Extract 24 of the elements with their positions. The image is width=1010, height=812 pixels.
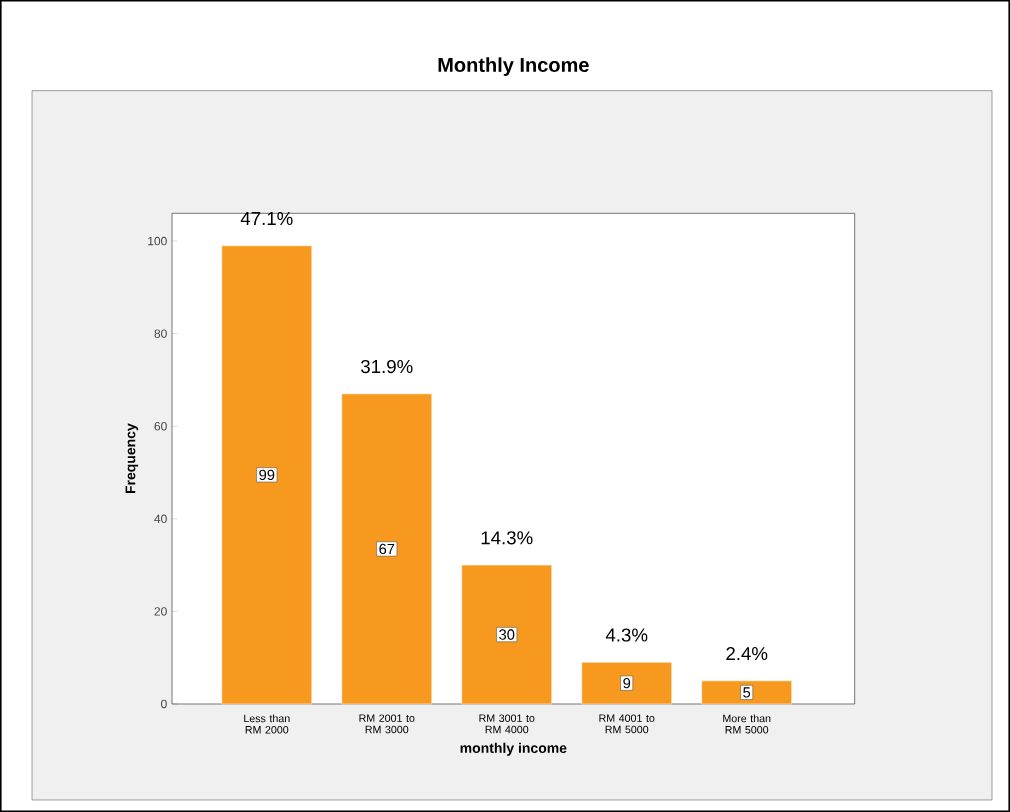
y-tick-label: 40 xyxy=(154,514,167,524)
y-tick-label: 20 xyxy=(154,607,167,616)
data-label: 30 xyxy=(499,629,515,640)
x-tick-label: RM 3001 to RM 4000 xyxy=(479,714,535,734)
chart-title: Monthly Income xyxy=(438,57,589,76)
y-tick-label: 80 xyxy=(154,329,167,338)
data-label: 9 xyxy=(623,677,631,689)
y-tick-label: 100 xyxy=(148,236,167,246)
x-tick-label: Less than RM 2000 xyxy=(244,714,290,734)
annotation: 47.1% xyxy=(240,211,293,225)
data-label: 67 xyxy=(379,543,395,555)
annotation: 2.4% xyxy=(726,646,768,661)
data-label: 5 xyxy=(743,687,751,698)
y-tick-label: 60 xyxy=(154,421,167,431)
x-tick-label: RM 4001 to RM 5000 xyxy=(599,714,655,734)
annotation: 4.3% xyxy=(605,628,648,642)
annotation: 31.9% xyxy=(361,359,413,374)
x-axis-title: monthly income xyxy=(460,742,567,756)
annotation: 14.3% xyxy=(481,531,533,545)
y-tick-label: 0 xyxy=(161,699,167,709)
data-label: 99 xyxy=(259,469,275,481)
x-tick-label: More than RM 5000 xyxy=(723,714,771,734)
y-axis-title: Frequency xyxy=(125,423,139,494)
x-tick-label: RM 2001 to RM 3000 xyxy=(359,714,415,734)
